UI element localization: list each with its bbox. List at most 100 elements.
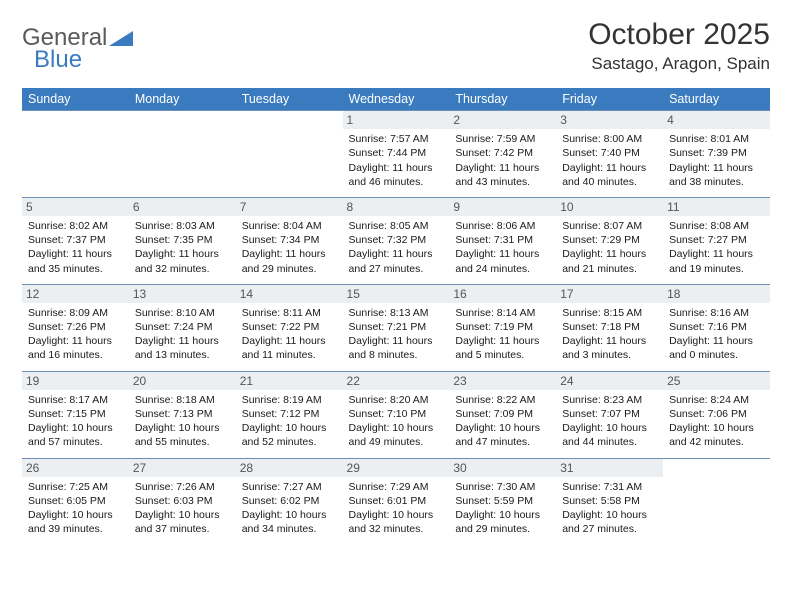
day-number: 16 <box>449 285 556 303</box>
calendar-cell: 29Sunrise: 7:29 AMSunset: 6:01 PMDayligh… <box>343 458 450 544</box>
day-number: 14 <box>236 285 343 303</box>
sunset-line: Sunset: 7:07 PM <box>562 407 657 421</box>
calendar-cell <box>22 111 129 198</box>
sunrise-line: Sunrise: 8:01 AM <box>669 132 764 146</box>
day-number: 12 <box>22 285 129 303</box>
sunset-line: Sunset: 5:58 PM <box>562 494 657 508</box>
calendar-cell: 23Sunrise: 8:22 AMSunset: 7:09 PMDayligh… <box>449 371 556 458</box>
calendar-cell: 18Sunrise: 8:16 AMSunset: 7:16 PMDayligh… <box>663 284 770 371</box>
calendar-cell: 21Sunrise: 8:19 AMSunset: 7:12 PMDayligh… <box>236 371 343 458</box>
daylight-line: Daylight: 11 hours and 35 minutes. <box>28 247 123 275</box>
day-number: 21 <box>236 372 343 390</box>
day-number: 2 <box>449 111 556 129</box>
sunset-line: Sunset: 7:44 PM <box>349 146 444 160</box>
sunrise-line: Sunrise: 8:07 AM <box>562 219 657 233</box>
day-number: 27 <box>129 459 236 477</box>
weekday-header: Friday <box>556 88 663 111</box>
sunset-line: Sunset: 7:22 PM <box>242 320 337 334</box>
calendar-cell: 16 Sunrise: 8:14 AMSunset: 7:19 PMDayligh… <box>449 284 556 371</box>
daylight-line: Daylight: 10 hours and 29 minutes. <box>455 508 550 536</box>
daylight-line: Daylight: 11 hours and 21 minutes. <box>562 247 657 275</box>
sunset-line: Sunset: 7:27 PM <box>669 233 764 247</box>
calendar-cell <box>663 458 770 544</box>
sunrise-line: Sunrise: 8:23 AM <box>562 393 657 407</box>
day-number: 7 <box>236 198 343 216</box>
sunrise-line: Sunrise: 8:14 AM <box>455 306 550 320</box>
sunrise-line: Sunrise: 8:09 AM <box>28 306 123 320</box>
day-number: 25 <box>663 372 770 390</box>
daylight-line: Daylight: 11 hours and 5 minutes. <box>455 334 550 362</box>
daylight-line: Daylight: 11 hours and 27 minutes. <box>349 247 444 275</box>
daylight-line: Daylight: 11 hours and 8 minutes. <box>349 334 444 362</box>
calendar-cell: 25Sunrise: 8:24 AMSunset: 7:06 PMDayligh… <box>663 371 770 458</box>
sunset-line: Sunset: 7:19 PM <box>455 320 550 334</box>
daylight-line: Daylight: 11 hours and 11 minutes. <box>242 334 337 362</box>
calendar-cell: 5 Sunrise: 8:02 AMSunset: 7:37 PMDaylight… <box>22 197 129 284</box>
calendar-cell: 2Sunrise: 7:59 AMSunset: 7:42 PMDaylight… <box>449 111 556 198</box>
daylight-line: Daylight: 10 hours and 55 minutes. <box>135 421 230 449</box>
sunrise-line: Sunrise: 7:57 AM <box>349 132 444 146</box>
sunset-line: Sunset: 7:16 PM <box>669 320 764 334</box>
day-number: 5 <box>22 198 129 216</box>
sunrise-line: Sunrise: 8:16 AM <box>669 306 764 320</box>
sunrise-line: Sunrise: 8:20 AM <box>349 393 444 407</box>
calendar-cell: 27Sunrise: 7:26 AMSunset: 6:03 PMDayligh… <box>129 458 236 544</box>
daylight-line: Daylight: 11 hours and 0 minutes. <box>669 334 764 362</box>
calendar-cell: 30Sunrise: 7:30 AMSunset: 5:59 PMDayligh… <box>449 458 556 544</box>
daylight-line: Daylight: 10 hours and 49 minutes. <box>349 421 444 449</box>
sunset-line: Sunset: 7:29 PM <box>562 233 657 247</box>
day-number: 10 <box>556 198 663 216</box>
daylight-line: Daylight: 11 hours and 38 minutes. <box>669 161 764 189</box>
daylight-line: Daylight: 10 hours and 42 minutes. <box>669 421 764 449</box>
logo-text-blue: Blue <box>34 46 82 74</box>
calendar-cell: 9Sunrise: 8:06 AMSunset: 7:31 PMDaylight… <box>449 197 556 284</box>
calendar-row: 5Sunrise: 8:02 AMSunset: 7:37 PMDaylight… <box>22 197 770 284</box>
daylight-line: Daylight: 10 hours and 57 minutes. <box>28 421 123 449</box>
sunset-line: Sunset: 7:13 PM <box>135 407 230 421</box>
day-number: 1 <box>343 111 450 129</box>
sunrise-line: Sunrise: 8:11 AM <box>242 306 337 320</box>
daylight-line: Daylight: 11 hours and 46 minutes. <box>349 161 444 189</box>
daylight-line: Daylight: 10 hours and 34 minutes. <box>242 508 337 536</box>
calendar-cell <box>129 111 236 198</box>
day-number: 23 <box>449 372 556 390</box>
sunrise-line: Sunrise: 8:08 AM <box>669 219 764 233</box>
sunrise-line: Sunrise: 7:59 AM <box>455 132 550 146</box>
daylight-line: Daylight: 11 hours and 3 minutes. <box>562 334 657 362</box>
calendar-cell: 17Sunrise: 8:15 AMSunset: 7:18 PMDayligh… <box>556 284 663 371</box>
calendar-cell: 20Sunrise: 8:18 AMSunset: 7:13 PMDayligh… <box>129 371 236 458</box>
month-title: October 2025 <box>588 18 770 52</box>
sunrise-line: Sunrise: 8:02 AM <box>28 219 123 233</box>
calendar-cell: 4Sunrise: 8:01 AMSunset: 7:39 PMDaylight… <box>663 111 770 198</box>
sunset-line: Sunset: 6:05 PM <box>28 494 123 508</box>
daylight-line: Daylight: 10 hours and 27 minutes. <box>562 508 657 536</box>
day-number: 19 <box>22 372 129 390</box>
daylight-line: Daylight: 11 hours and 29 minutes. <box>242 247 337 275</box>
calendar-cell: 10 Sunrise: 8:07 AMSunset: 7:29 PMDayligh… <box>556 197 663 284</box>
weekday-header: Monday <box>129 88 236 111</box>
sunrise-line: Sunrise: 8:22 AM <box>455 393 550 407</box>
calendar-body: 1Sunrise: 7:57 AMSunset: 7:44 PMDaylight… <box>22 111 770 545</box>
sunrise-line: Sunrise: 8:17 AM <box>28 393 123 407</box>
sunset-line: Sunset: 7:39 PM <box>669 146 764 160</box>
sunrise-line: Sunrise: 8:19 AM <box>242 393 337 407</box>
calendar-cell: 6Sunrise: 8:03 AMSunset: 7:35 PMDaylight… <box>129 197 236 284</box>
sunset-line: Sunset: 7:31 PM <box>455 233 550 247</box>
sunset-line: Sunset: 7:06 PM <box>669 407 764 421</box>
day-number: 22 <box>343 372 450 390</box>
daylight-line: Daylight: 10 hours and 52 minutes. <box>242 421 337 449</box>
sunset-line: Sunset: 7:18 PM <box>562 320 657 334</box>
daylight-line: Daylight: 11 hours and 43 minutes. <box>455 161 550 189</box>
daylight-line: Daylight: 10 hours and 47 minutes. <box>455 421 550 449</box>
sunset-line: Sunset: 6:03 PM <box>135 494 230 508</box>
calendar-cell: 11Sunrise: 8:08 AMSunset: 7:27 PMDayligh… <box>663 197 770 284</box>
sunset-line: Sunset: 5:59 PM <box>455 494 550 508</box>
calendar-cell: 7Sunrise: 8:04 AMSunset: 7:34 PMDaylight… <box>236 197 343 284</box>
weekday-header: Wednesday <box>343 88 450 111</box>
weekday-header: Saturday <box>663 88 770 111</box>
day-number: 29 <box>343 459 450 477</box>
sunrise-line: Sunrise: 8:05 AM <box>349 219 444 233</box>
sunset-line: Sunset: 7:37 PM <box>28 233 123 247</box>
day-number: 28 <box>236 459 343 477</box>
sunrise-line: Sunrise: 8:06 AM <box>455 219 550 233</box>
